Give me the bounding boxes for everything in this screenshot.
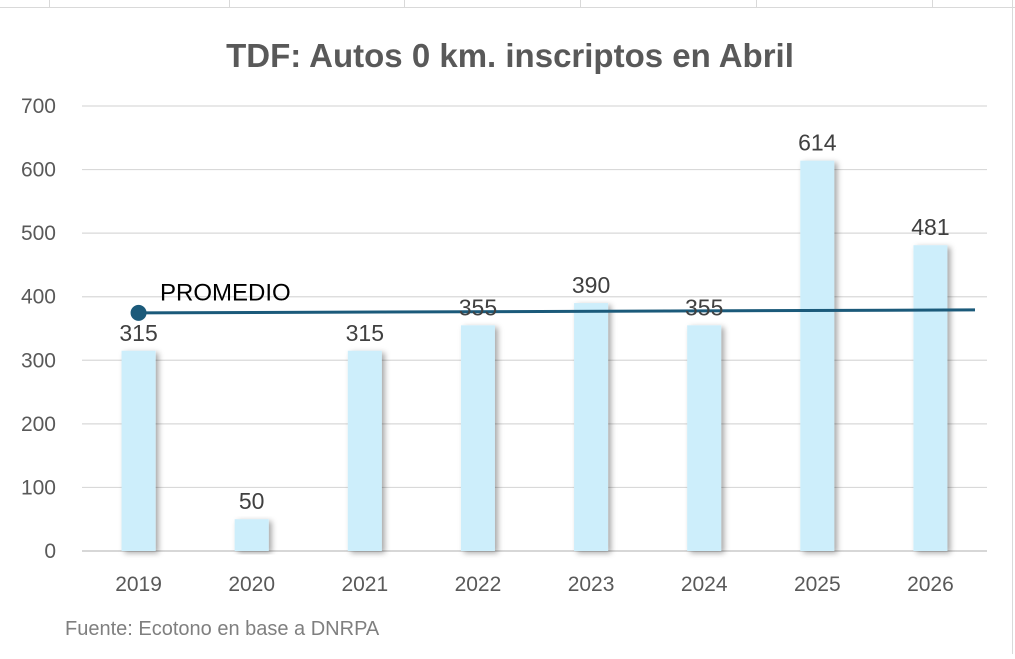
bars <box>121 160 948 551</box>
data-label: 355 <box>685 294 723 320</box>
data-label: 390 <box>572 272 610 298</box>
x-axis-ticks: 2019 2020 2021 2022 2023 2024 2025 2026 <box>115 573 954 596</box>
gridlines <box>82 105 987 552</box>
x-tick-label: 2022 <box>455 573 502 596</box>
y-tick-label: 200 <box>21 413 56 436</box>
average-label: PROMEDIO <box>160 279 291 306</box>
average-line <box>138 308 976 315</box>
y-tick-label: 300 <box>21 349 56 372</box>
y-tick-label: 0 <box>44 540 56 563</box>
bar-2024 <box>687 325 722 551</box>
average-marker <box>130 304 147 321</box>
bar-2023 <box>574 303 609 551</box>
x-tick-label: 2025 <box>794 573 841 596</box>
data-label: 614 <box>798 130 837 156</box>
x-tick-label: 2026 <box>907 573 954 596</box>
bar-2019 <box>121 350 156 551</box>
data-label: 355 <box>459 294 497 320</box>
y-tick-label: 100 <box>21 476 56 499</box>
bar-2020 <box>234 519 269 551</box>
data-label: 50 <box>239 488 265 514</box>
y-tick-label: 500 <box>21 222 56 245</box>
y-axis-ticks: 0 100 200 300 400 500 600 700 <box>21 95 56 563</box>
x-tick-label: 2024 <box>681 573 728 596</box>
data-label: 481 <box>911 214 949 240</box>
data-label: 315 <box>119 320 157 346</box>
bar-2022 <box>460 325 495 551</box>
bar-2025 <box>800 160 835 551</box>
data-labels: 315 50 315 355 390 355 614 481 <box>119 130 949 515</box>
x-tick-label: 2019 <box>115 573 162 596</box>
average-line-group: PROMEDIO <box>130 279 976 321</box>
y-tick-label: 600 <box>21 159 56 182</box>
bar-2021 <box>347 350 382 551</box>
x-tick-label: 2020 <box>228 573 275 596</box>
chart-title: TDF: Autos 0 km. inscriptos en Abril <box>226 37 794 74</box>
bar-2026 <box>913 245 948 551</box>
y-tick-label: 400 <box>21 286 56 309</box>
x-tick-label: 2021 <box>341 573 388 596</box>
x-tick-label: 2023 <box>568 573 615 596</box>
source-note: Fuente: Ecotono en base a DNRPA <box>65 618 380 640</box>
y-tick-label: 700 <box>21 95 56 118</box>
data-label: 315 <box>346 320 384 346</box>
